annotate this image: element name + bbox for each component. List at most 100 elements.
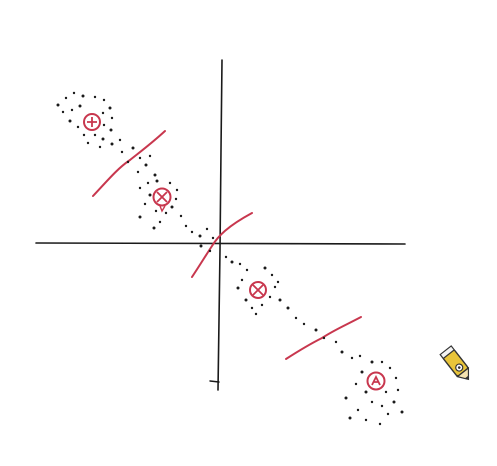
data-point	[170, 205, 174, 209]
data-point	[136, 170, 140, 174]
data-point	[245, 268, 249, 272]
decision-boundary-2	[191, 212, 253, 278]
data-point	[184, 224, 188, 228]
data-point	[82, 133, 86, 137]
data-point	[354, 382, 358, 386]
data-point	[154, 209, 158, 213]
data-points	[56, 91, 404, 426]
cluster-centroid-3	[249, 281, 267, 299]
data-point	[126, 160, 130, 164]
data-point	[146, 181, 150, 185]
pencil-icon[interactable]	[439, 345, 474, 384]
data-point	[120, 150, 124, 154]
data-point	[322, 336, 326, 340]
data-point	[344, 396, 348, 400]
data-point	[93, 95, 97, 99]
cluster-centroid-2	[152, 187, 172, 213]
data-point	[138, 186, 142, 190]
data-point	[236, 286, 240, 290]
data-point	[276, 280, 280, 284]
data-point	[244, 298, 248, 302]
data-point	[263, 266, 267, 270]
data-point	[72, 91, 76, 95]
data-point	[240, 278, 244, 282]
data-point	[286, 306, 290, 310]
data-point	[102, 98, 106, 102]
data-point	[386, 412, 390, 416]
data-point	[158, 220, 162, 224]
data-point	[268, 295, 272, 299]
data-point	[164, 211, 168, 215]
data-point	[360, 370, 364, 374]
data-point	[211, 236, 215, 240]
data-point	[155, 179, 159, 183]
data-point	[254, 312, 258, 316]
data-point	[102, 123, 106, 127]
data-point	[380, 360, 384, 364]
data-point	[179, 214, 183, 218]
data-point	[314, 328, 318, 332]
data-point	[350, 356, 354, 360]
data-point	[86, 141, 90, 145]
data-point	[174, 197, 178, 201]
cluster-centroid-1	[83, 113, 101, 131]
data-point	[138, 156, 142, 160]
data-point	[294, 316, 298, 320]
data-point	[348, 416, 352, 420]
data-point	[148, 193, 152, 197]
data-point	[230, 260, 234, 264]
data-point	[388, 366, 392, 370]
data-point	[175, 188, 179, 192]
data-point	[131, 146, 135, 150]
data-point	[81, 94, 85, 98]
data-point	[370, 360, 374, 364]
data-point	[392, 400, 396, 404]
data-point	[238, 262, 242, 266]
data-point	[56, 103, 60, 107]
data-point	[396, 388, 400, 392]
data-point	[260, 303, 264, 307]
data-point	[143, 202, 147, 206]
data-point	[168, 181, 172, 185]
data-point	[208, 249, 212, 253]
data-point	[109, 128, 113, 132]
data-point	[118, 138, 122, 142]
data-point	[98, 145, 102, 149]
data-point	[273, 285, 277, 289]
data-point	[364, 390, 368, 394]
data-point	[356, 408, 360, 412]
decision-boundary-3	[285, 316, 362, 360]
data-point	[101, 111, 105, 115]
cluster-centroids	[83, 113, 386, 391]
data-point	[152, 226, 156, 230]
data-point	[68, 119, 72, 123]
data-point	[64, 96, 68, 100]
data-point	[138, 215, 142, 219]
data-point	[153, 173, 157, 177]
data-point	[358, 354, 362, 358]
data-point	[334, 340, 338, 344]
data-point	[378, 422, 382, 426]
data-point	[61, 110, 65, 114]
data-point	[190, 230, 194, 234]
data-point	[76, 125, 80, 129]
data-point	[205, 227, 209, 231]
data-point	[394, 376, 398, 380]
data-point	[380, 404, 384, 408]
cluster-centroid-4	[366, 371, 386, 391]
data-point	[199, 244, 203, 248]
data-point	[302, 322, 306, 326]
data-point	[278, 298, 282, 302]
data-point	[110, 116, 114, 120]
data-point	[198, 234, 202, 238]
data-point	[93, 133, 97, 137]
data-point	[370, 400, 374, 404]
data-point	[110, 142, 114, 146]
data-point	[101, 137, 105, 141]
data-point	[250, 306, 254, 310]
data-point	[340, 350, 344, 354]
data-point	[224, 255, 228, 259]
data-point	[148, 154, 152, 158]
